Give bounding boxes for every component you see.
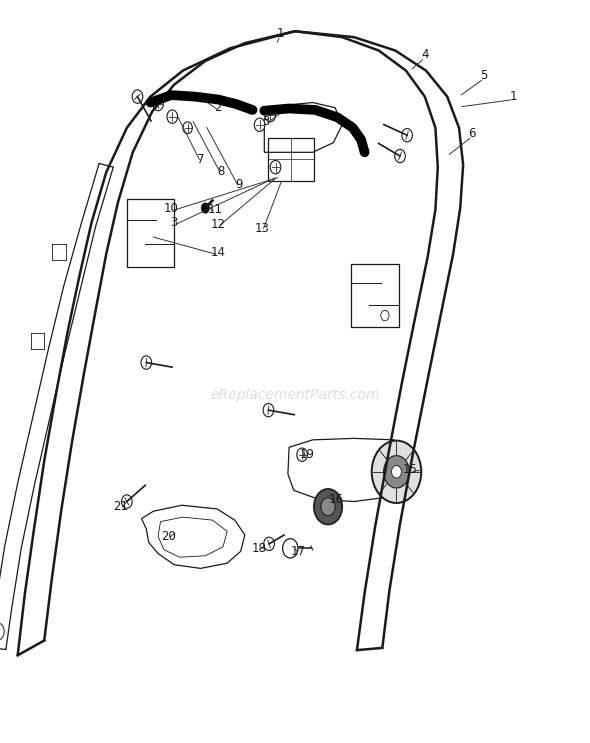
- Text: 7: 7: [197, 152, 204, 166]
- Circle shape: [167, 110, 178, 123]
- Circle shape: [132, 90, 143, 103]
- Text: 16: 16: [329, 493, 344, 506]
- Text: 9: 9: [235, 178, 242, 191]
- Text: 6: 6: [468, 127, 476, 140]
- Circle shape: [141, 356, 152, 369]
- Circle shape: [265, 108, 276, 122]
- Text: 11: 11: [208, 203, 223, 216]
- Text: 2: 2: [215, 101, 222, 114]
- Text: 17: 17: [290, 545, 306, 558]
- Circle shape: [384, 455, 409, 488]
- Text: 19: 19: [299, 448, 314, 461]
- Circle shape: [122, 495, 132, 508]
- Text: 13: 13: [255, 222, 270, 236]
- Circle shape: [254, 118, 265, 132]
- Circle shape: [153, 97, 163, 111]
- Text: 8: 8: [218, 165, 225, 178]
- Text: 18: 18: [252, 542, 267, 555]
- Circle shape: [297, 448, 307, 461]
- Circle shape: [201, 203, 209, 213]
- Circle shape: [372, 441, 421, 503]
- Circle shape: [270, 160, 281, 174]
- Circle shape: [314, 489, 342, 525]
- Text: 1: 1: [510, 90, 517, 103]
- Circle shape: [263, 403, 274, 417]
- Circle shape: [264, 537, 274, 551]
- Text: 20: 20: [160, 530, 176, 543]
- Text: eReplacementParts.com: eReplacementParts.com: [210, 389, 380, 402]
- Circle shape: [183, 122, 192, 134]
- Text: 3: 3: [171, 216, 178, 230]
- Text: 14: 14: [211, 246, 226, 259]
- Circle shape: [402, 129, 412, 142]
- Text: 4: 4: [421, 48, 428, 62]
- Circle shape: [395, 149, 405, 163]
- Text: 15: 15: [402, 463, 418, 476]
- Text: 1: 1: [277, 27, 284, 40]
- Text: 3: 3: [262, 115, 269, 129]
- Circle shape: [392, 466, 401, 478]
- Text: 5: 5: [480, 69, 487, 82]
- Text: 21: 21: [113, 500, 129, 513]
- Text: 12: 12: [211, 218, 226, 231]
- Circle shape: [283, 539, 298, 558]
- Text: 10: 10: [163, 201, 179, 215]
- Circle shape: [321, 498, 335, 516]
